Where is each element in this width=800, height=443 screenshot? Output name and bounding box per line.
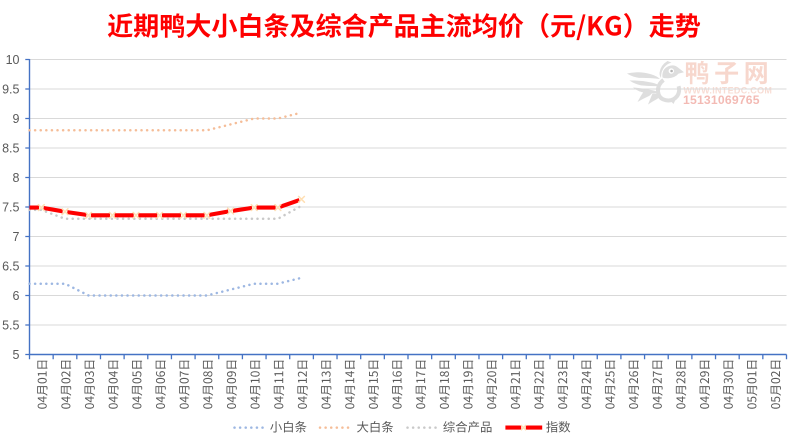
svg-text:5: 5 bbox=[13, 348, 20, 362]
svg-text:9.5: 9.5 bbox=[2, 82, 19, 96]
svg-text:15131069765: 15131069765 bbox=[683, 93, 760, 107]
svg-text:10: 10 bbox=[6, 53, 20, 67]
svg-text:7: 7 bbox=[13, 230, 20, 244]
svg-text:6.5: 6.5 bbox=[2, 259, 19, 273]
svg-text:8.5: 8.5 bbox=[2, 141, 19, 155]
svg-text:9: 9 bbox=[13, 112, 20, 126]
svg-text:8: 8 bbox=[13, 171, 20, 185]
svg-text:5.5: 5.5 bbox=[2, 318, 19, 332]
svg-text:WWW.INTEDC.COM: WWW.INTEDC.COM bbox=[684, 86, 773, 96]
svg-text:6: 6 bbox=[13, 289, 20, 303]
svg-text:7.5: 7.5 bbox=[2, 200, 19, 214]
